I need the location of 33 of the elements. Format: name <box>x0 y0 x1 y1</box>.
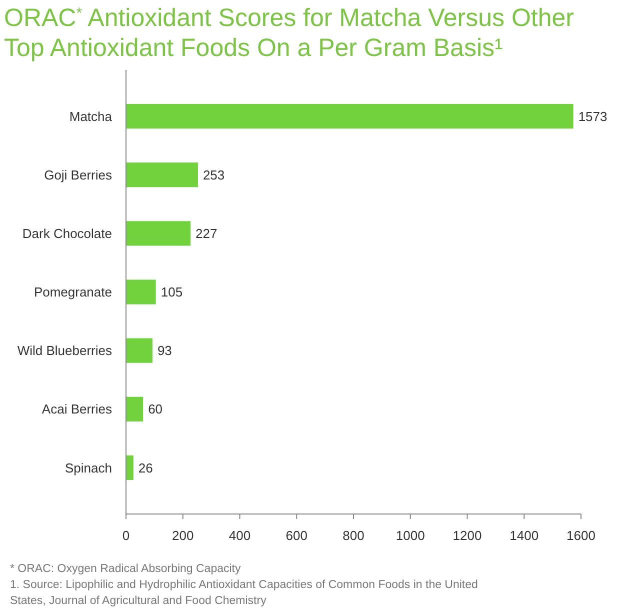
y-tick-label: Wild Blueberries <box>17 343 112 358</box>
x-tick-label: 200 <box>172 528 194 543</box>
data-label: 93 <box>157 343 172 358</box>
bar <box>126 104 574 129</box>
data-label: 253 <box>202 167 225 182</box>
bar <box>126 455 134 480</box>
data-label: 26 <box>138 460 153 476</box>
data-label: 60 <box>148 402 163 417</box>
y-tick-label: Dark Chocolate <box>22 226 112 241</box>
bar <box>126 396 144 422</box>
data-label: 1573 <box>578 108 608 124</box>
y-tick-label: Spinach <box>65 460 112 476</box>
text: 1. Source: Lipophilic and Hydrophilic Antioxidant Capacities of Common Foods in the United States, Journal of Agricultural and Food Chemistry <box>10 579 478 607</box>
x-tick-label: 800 <box>342 528 364 543</box>
text: * ORAC: Oxygen Radical Absorbing Capacity <box>10 563 241 575</box>
x-tick-label: 400 <box>228 528 251 543</box>
x-tick-label: 0 <box>122 528 130 543</box>
data-label: 227 <box>196 226 218 241</box>
y-tick-label: Acai Berries <box>42 402 112 417</box>
bar <box>126 338 152 363</box>
x-tick-label: 1600 <box>566 528 596 543</box>
y-tick-label: Pomegranate <box>34 284 112 300</box>
bar <box>126 162 198 188</box>
x-tick-label: 1400 <box>510 528 539 543</box>
bar <box>126 280 156 304</box>
data-label: 105 <box>160 284 183 300</box>
y-tick-label: Matcha <box>69 108 113 124</box>
chart-title: ORAC$^{*}$ Antioxidant Scores for Matcha Versus Other Top Antioxidant Foods On a Per Gram Basis¹ <box>4 4 574 62</box>
x-tick-label: 600 <box>286 528 308 543</box>
y-tick-label: Goji Berries <box>44 167 112 182</box>
x-tick-label: 1200 <box>452 528 482 543</box>
x-tick-label: 1000 <box>396 528 425 543</box>
bar <box>126 221 191 246</box>
